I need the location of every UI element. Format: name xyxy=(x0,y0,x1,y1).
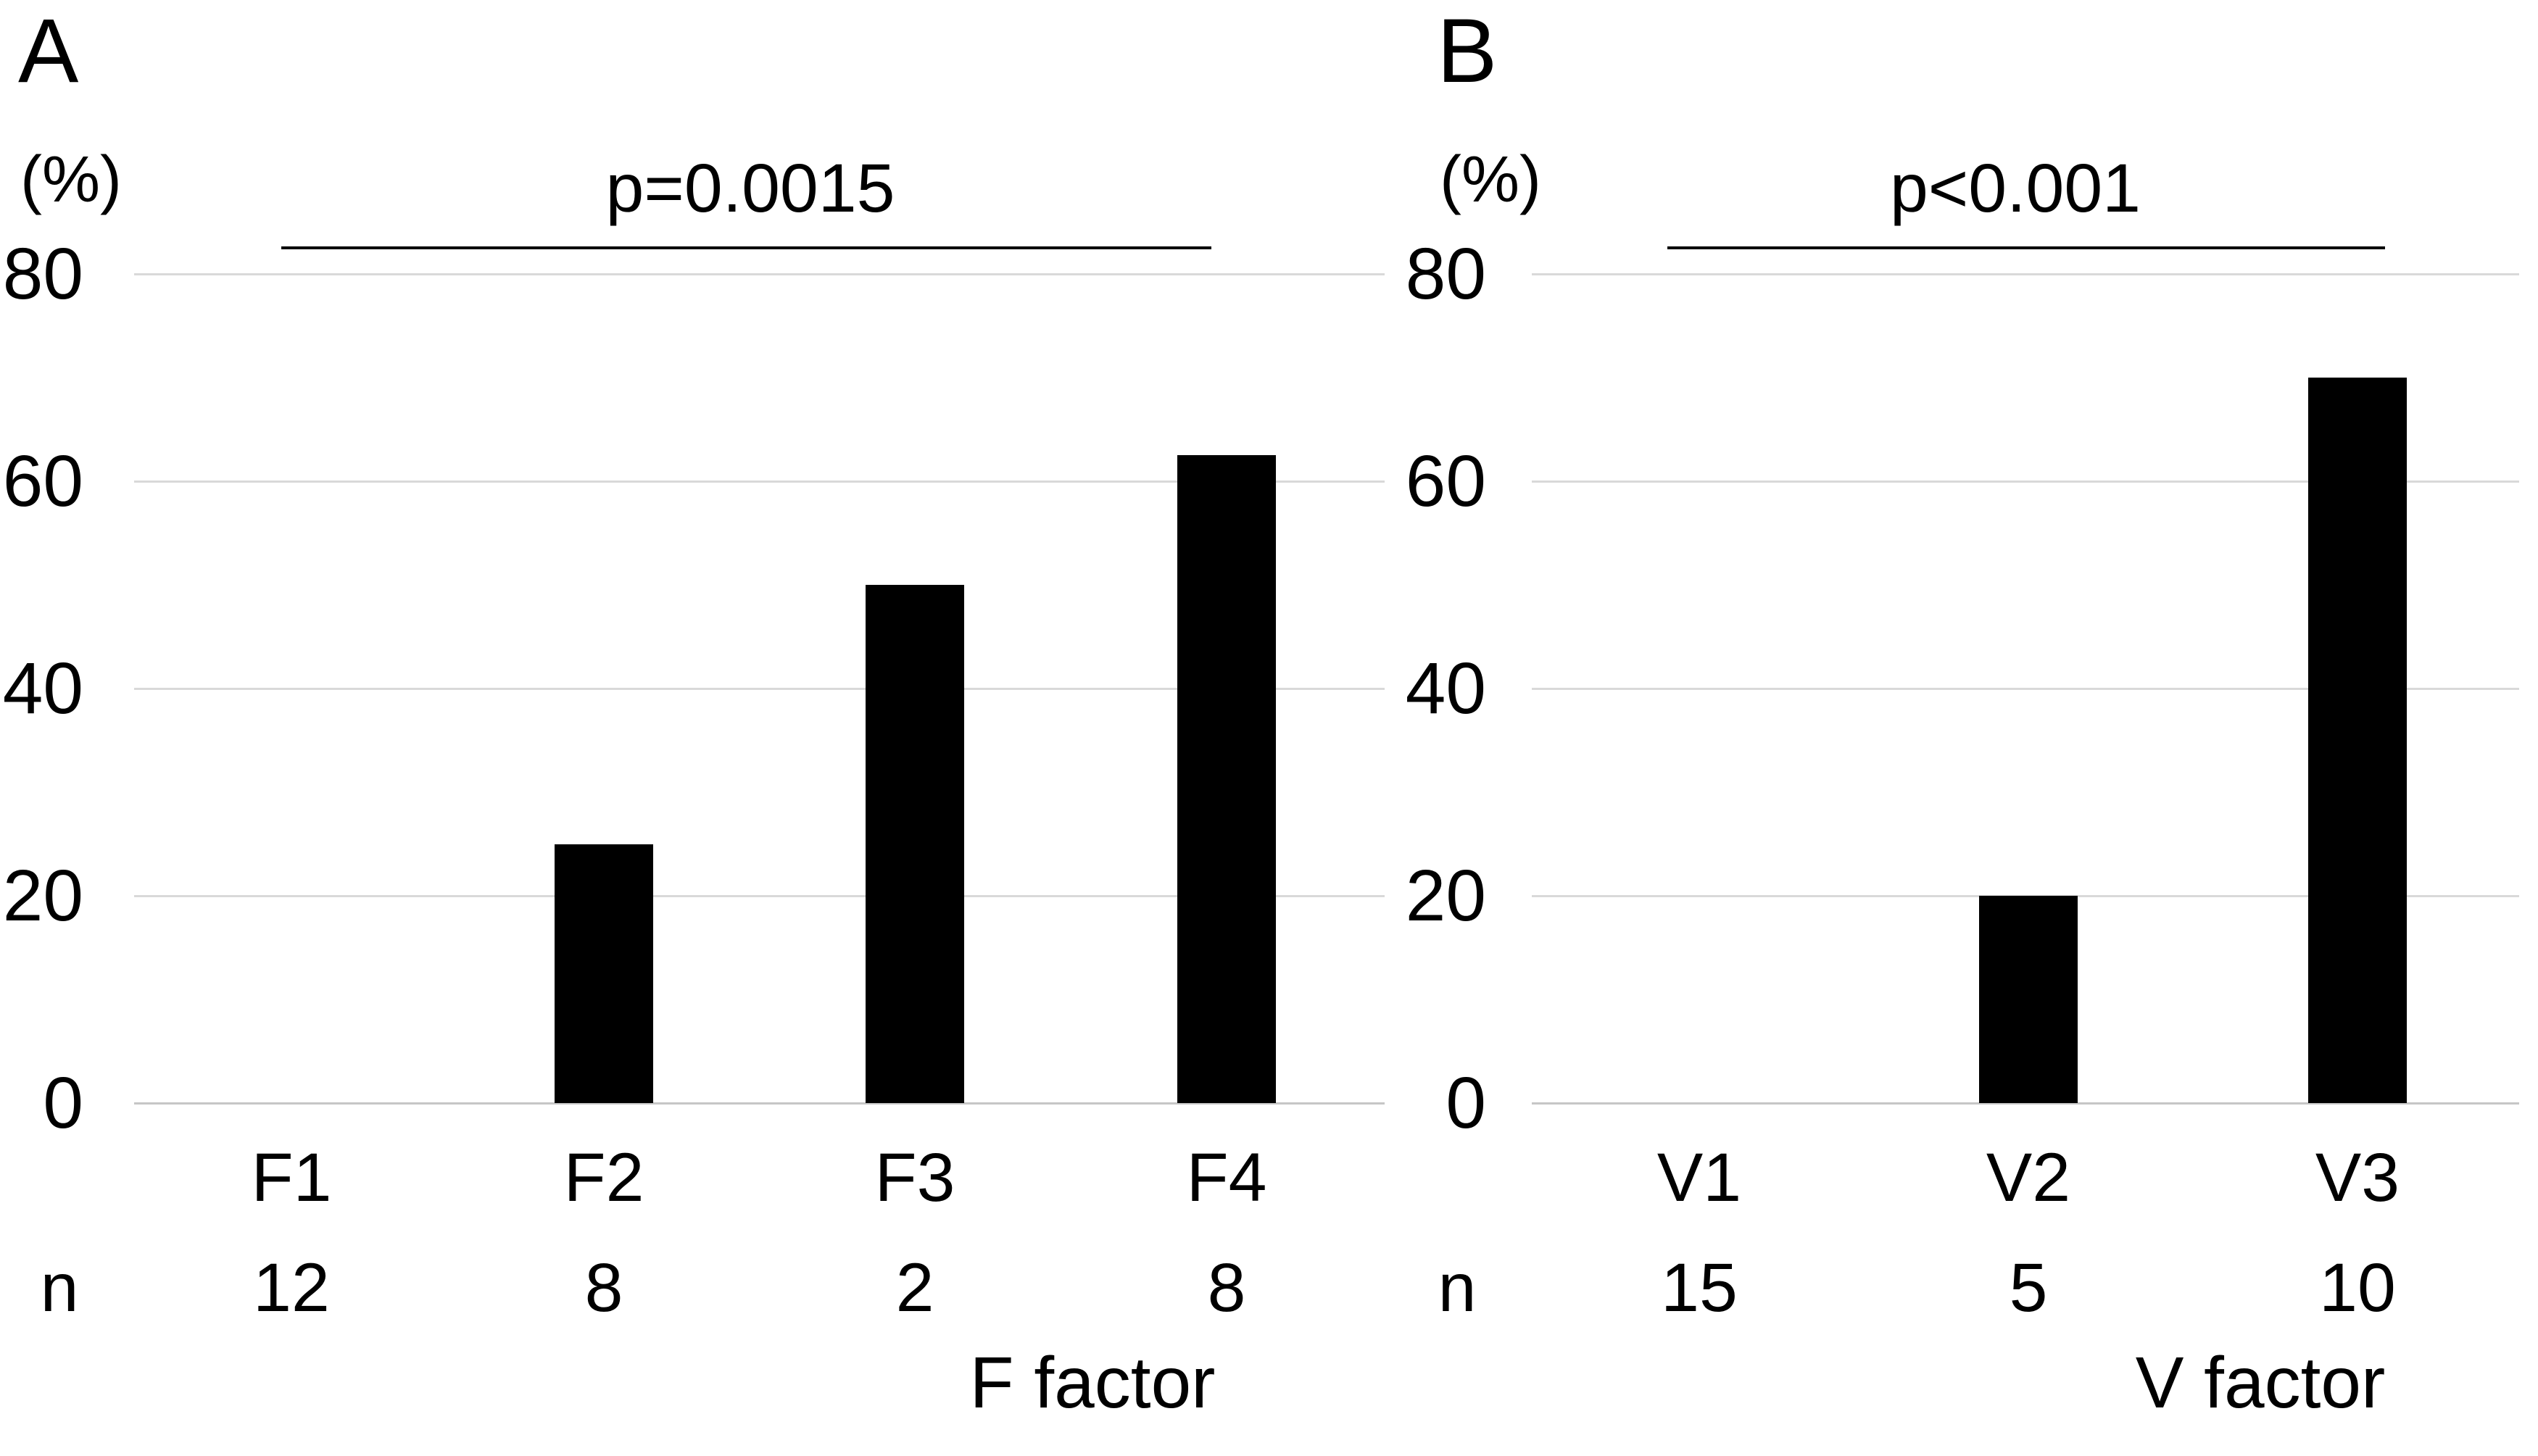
y-tick-label-0: 0 xyxy=(43,1062,83,1144)
gridline-40 xyxy=(134,688,1385,690)
gridline-60 xyxy=(1532,481,2519,483)
n-value-V1: 15 xyxy=(1661,1249,1738,1326)
x-tick-label-F2: F2 xyxy=(563,1139,644,1216)
bar-V2 xyxy=(1979,896,2078,1103)
bar-V3 xyxy=(2308,378,2407,1103)
y-tick-label-60: 60 xyxy=(1405,441,1486,522)
x-tick-label-F1: F1 xyxy=(251,1139,332,1216)
x-axis-title: V factor xyxy=(2135,1342,2386,1423)
p-value-label: p=0.0015 xyxy=(605,150,895,227)
y-tick-label-20: 20 xyxy=(2,855,83,936)
significance-bracket-line xyxy=(1667,246,2385,249)
n-value-V2: 5 xyxy=(2009,1249,2048,1326)
gridline-80 xyxy=(134,273,1385,275)
panel-A: A (%) p=0.0015 80 60 40 20 0 F1 12 F2 8 F3 2 F4 8 n … xyxy=(2,1,1385,1423)
x-tick-label-F4: F4 xyxy=(1186,1139,1267,1216)
gridline-20 xyxy=(134,895,1385,897)
x-tick-label-V1: V1 xyxy=(1656,1139,1742,1216)
n-row-label: n xyxy=(1438,1249,1477,1326)
x-tick-label-F3: F3 xyxy=(874,1139,955,1216)
n-value-F2: 8 xyxy=(584,1249,623,1326)
x-tick-label-V3: V3 xyxy=(2315,1139,2400,1216)
panel-label-A: A xyxy=(18,1,80,101)
n-value-F1: 12 xyxy=(253,1249,330,1326)
y-tick-label-80: 80 xyxy=(2,233,83,315)
gridline-80 xyxy=(1532,273,2519,275)
y-tick-label-80: 80 xyxy=(1405,233,1486,315)
y-axis-unit-label: (%) xyxy=(20,143,122,216)
y-tick-label-40: 40 xyxy=(2,648,83,729)
y-tick-label-60: 60 xyxy=(2,441,83,522)
y-axis-unit-label: (%) xyxy=(1440,143,1541,216)
gridline-60 xyxy=(134,481,1385,483)
y-tick-label-40: 40 xyxy=(1405,648,1486,729)
bar-F3 xyxy=(866,585,964,1103)
n-row-label: n xyxy=(40,1249,79,1326)
panel-label-B: B xyxy=(1437,1,1498,101)
n-value-V3: 10 xyxy=(2319,1249,2396,1326)
x-tick-label-V2: V2 xyxy=(1986,1139,2071,1216)
x-axis-title: F factor xyxy=(969,1342,1216,1423)
bar-F2 xyxy=(555,844,653,1103)
x-axis-baseline xyxy=(134,1102,1385,1105)
significance-bracket-line xyxy=(281,246,1211,249)
x-axis-baseline xyxy=(1532,1102,2519,1105)
p-value-label: p<0.001 xyxy=(1889,150,2141,227)
n-value-F3: 2 xyxy=(895,1249,934,1326)
y-tick-label-0: 0 xyxy=(1446,1062,1486,1144)
n-value-F4: 8 xyxy=(1207,1249,1246,1326)
y-tick-label-20: 20 xyxy=(1405,855,1486,936)
gridline-40 xyxy=(1532,688,2519,690)
bar-F4 xyxy=(1177,455,1276,1103)
